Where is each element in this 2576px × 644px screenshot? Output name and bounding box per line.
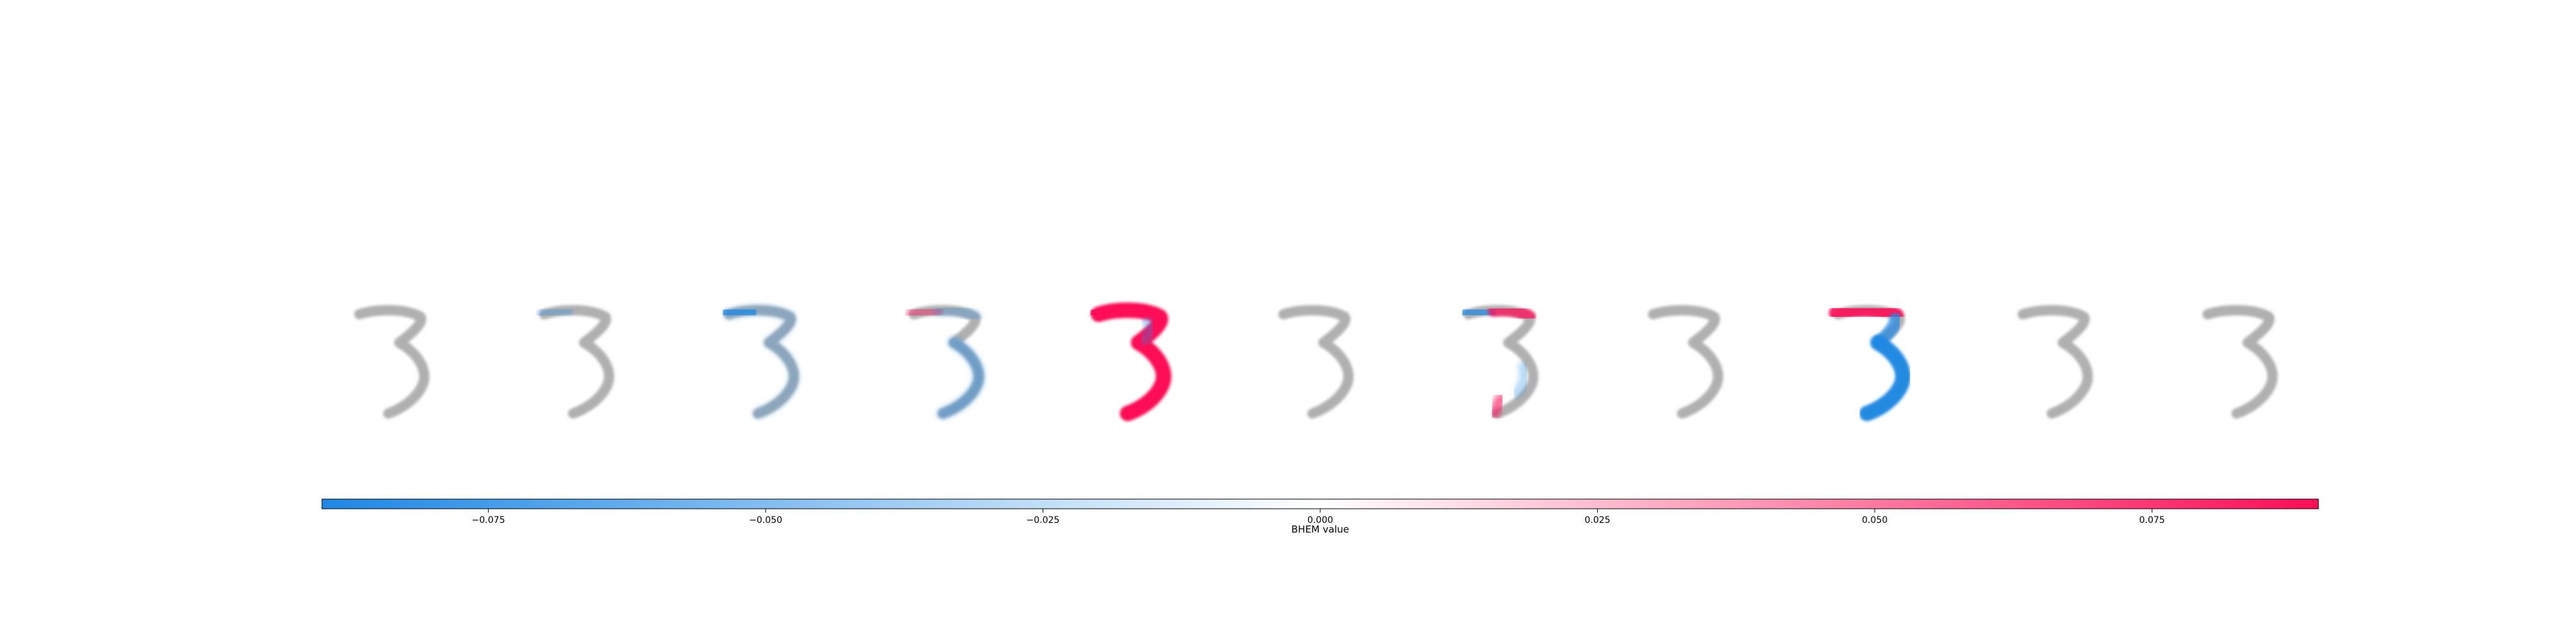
attribution-overlay [1488,393,1506,419]
colorbar-tick-label: 0.050 [1862,515,1888,526]
colorbar-tick-label: −0.050 [749,515,782,526]
colorbar-tick-label: 0.025 [1585,515,1611,526]
attribution-overlay [536,304,573,321]
digit-image [2202,305,2278,419]
colorbar-tick-label: −0.025 [1027,515,1060,526]
colorbar-label: BHEM value [1291,524,1349,535]
digit-image [1090,302,1171,421]
colorbar-tick-label: 0.000 [1307,515,1333,526]
digit-image [536,304,614,419]
digit-image [721,303,800,419]
attribution-overlay [1460,303,1498,321]
digit-stroke [1278,305,1354,419]
attribution-overlay [723,304,800,419]
digit-stroke [2202,305,2278,419]
digit-image [1460,303,1539,419]
attribution-overlay [933,303,981,323]
digit-stroke [354,305,430,419]
attribution-overlay [1091,302,1171,421]
digit-image [905,303,985,419]
digit-stroke [539,305,614,419]
digit-image [2018,305,2093,419]
digit-image [1648,305,1723,419]
attribution-overlay [1090,303,1139,322]
attribution-overlay [1829,301,1904,323]
digit-image [1278,305,1354,419]
colorbar-ticks: −0.075 −0.050 −0.025 0.000 0.025 0.050 0.075 [471,509,2165,526]
digit-image [354,305,430,419]
attribution-overlay [1871,312,1902,349]
attribution-overlay [1488,303,1536,323]
colorbar-tick-label: −0.075 [471,515,505,526]
colorbar-gradient [321,498,2319,509]
colorbar-tick-label: 0.075 [2139,515,2165,526]
digit-image [1829,301,1911,421]
attribution-overlay [1859,335,1911,421]
digit-stroke [1648,305,1723,419]
attribution-overlay [1139,317,1156,345]
digit-stroke [2018,305,2093,419]
attribution-overlay [905,303,943,321]
attribution-overlay [1511,362,1530,398]
attribution-overlay [937,337,985,419]
colorbar: −0.075 −0.050 −0.025 0.000 0.025 0.050 0.075 B… [321,498,2319,535]
digit-images [354,301,2278,421]
